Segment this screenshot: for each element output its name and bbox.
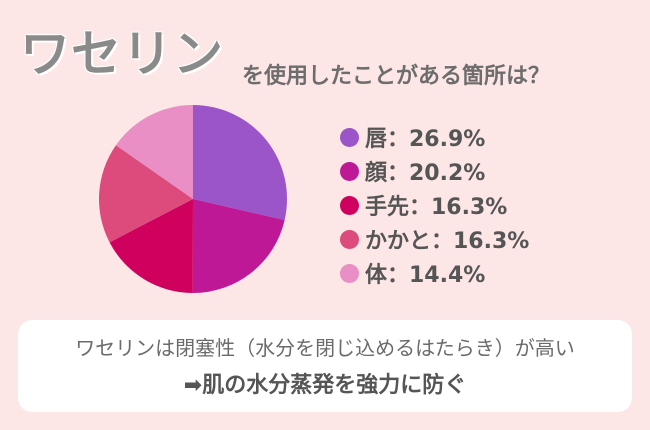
note-conclusion: ➡肌の水分蒸発を強力に防ぐ <box>183 373 467 398</box>
legend-item: 顔：20.2% <box>340 154 529 188</box>
legend-label: 体：14.4% <box>365 263 486 288</box>
legend-swatch-icon <box>340 161 359 181</box>
legend: 唇：26.9% 顔：20.2% 手先：16.3% かかと：16.3% 体：14.… <box>340 120 529 290</box>
title-subtitle: を使用したことがある箇所は？ <box>242 64 551 89</box>
pie-slice <box>109 199 193 293</box>
legend-label: 唇：26.9% <box>365 127 486 152</box>
legend-item: 唇：26.9% <box>340 120 529 154</box>
legend-item: かかと：16.3% <box>340 222 529 256</box>
legend-swatch-icon <box>340 229 359 249</box>
legend-label: 顔：20.2% <box>365 161 486 186</box>
pie-slice <box>98 145 193 243</box>
legend-swatch-icon <box>340 263 359 283</box>
note-text: ワセリンは閉塞性（水分を閉じ込めるはたらき）が高い <box>75 336 575 360</box>
pie-slice <box>115 105 193 199</box>
legend-swatch-icon <box>340 127 359 147</box>
title-main: ワセリン <box>20 25 224 83</box>
legend-item: 手先：16.3% <box>340 188 529 222</box>
legend-item: 体：14.4% <box>340 256 529 290</box>
pie-chart <box>98 105 287 293</box>
note-box: ワセリンは閉塞性（水分を閉じ込めるはたらき）が高い ➡肌の水分蒸発を強力に防ぐ <box>18 320 632 412</box>
pie-slice <box>192 199 285 293</box>
legend-swatch-icon <box>340 195 359 215</box>
legend-label: かかと：16.3% <box>365 229 530 254</box>
pie-slice <box>193 105 287 221</box>
chart-title: ワセリン を使用したことがある箇所は？ <box>20 14 640 89</box>
legend-label: 手先：16.3% <box>365 195 508 220</box>
